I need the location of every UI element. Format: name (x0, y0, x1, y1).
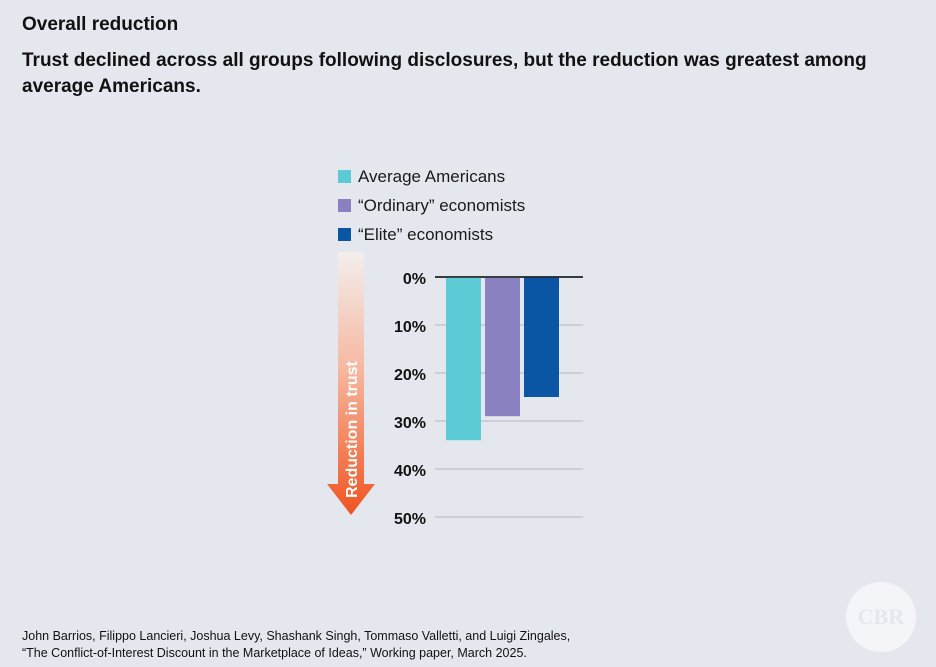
bars (435, 276, 583, 441)
source-line-2: “The Conflict-of-Interest Discount in th… (22, 646, 527, 660)
y-tick-label: 30% (394, 415, 426, 432)
legend-item-ordinary-economists: “Ordinary” economists (338, 191, 525, 220)
bar-average-americans (446, 277, 481, 441)
legend-item-elite-economists: “Elite” economists (338, 220, 525, 249)
source-line-1: John Barrios, Filippo Lancieri, Joshua L… (22, 629, 571, 643)
legend-swatch-elite-economists (338, 228, 351, 241)
cbr-logo: CBR (846, 582, 916, 652)
arrow-down-icon (327, 252, 375, 515)
source-citation: John Barrios, Filippo Lancieri, Joshua L… (22, 628, 742, 662)
y-tick-label: 20% (394, 367, 426, 384)
chart-kicker: Overall reduction (22, 14, 179, 35)
legend-swatch-average-americans (338, 170, 351, 183)
chart-title: Trust declined across all groups followi… (22, 50, 867, 97)
reduction-arrow: Reduction in trust (327, 252, 375, 515)
y-axis-ticks: 0% 10% 20% 30% 40% 50% (394, 271, 426, 528)
legend: Average Americans “Ordinary” economists … (338, 162, 525, 249)
bar-ordinary-economists (485, 277, 520, 417)
bar-elite-economists (524, 277, 559, 397)
legend-item-average-americans: Average Americans (338, 162, 525, 191)
y-tick-label: 40% (394, 463, 426, 480)
legend-label-elite-economists: “Elite” economists (358, 224, 494, 244)
y-tick-label: 0% (403, 271, 426, 288)
legend-swatch-ordinary-economists (338, 199, 351, 212)
y-axis-label: Reduction in trust (344, 360, 361, 498)
legend-label-ordinary-economists: “Ordinary” economists (358, 195, 526, 215)
y-tick-label: 10% (394, 319, 426, 336)
legend-label-average-americans: Average Americans (358, 166, 506, 186)
y-tick-label: 50% (394, 511, 426, 528)
